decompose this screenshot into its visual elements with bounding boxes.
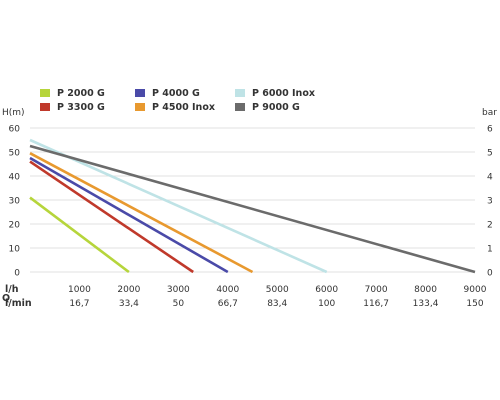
legend-label-1: P 3300 G: [57, 102, 105, 113]
left-tick-label-1: 10: [9, 245, 21, 255]
x-row1-tick-7: 8000: [414, 285, 437, 295]
legend-swatch-3: [135, 103, 145, 111]
x-row2-tick-1: 33,4: [119, 299, 139, 309]
series-line-p-6000-inox: [29, 138, 328, 274]
right-tick-label-5: 5: [487, 149, 493, 159]
right-tick-label-1: 1: [487, 245, 493, 255]
left-tick-label-2: 20: [9, 221, 21, 231]
x-row2-tick-4: 83,4: [267, 299, 287, 309]
x-row2-tick-6: 116,7: [363, 299, 389, 309]
legend-swatch-2: [135, 89, 145, 97]
x-row1-tick-4: 5000: [266, 285, 289, 295]
left-tick-label-4: 40: [9, 173, 21, 183]
x-row2-tick-2: 50: [173, 299, 185, 309]
x-row1-tick-5: 6000: [315, 285, 338, 295]
right-axis-title: bar: [482, 108, 497, 118]
x-row1-tick-6: 7000: [365, 285, 388, 295]
x-axis-side-label: Q: [2, 293, 10, 304]
right-tick-label-4: 4: [487, 173, 493, 183]
legend-swatch-1: [40, 103, 50, 111]
series-line-p-2000-g: [29, 196, 130, 274]
right-tick-label-0: 0: [487, 269, 493, 279]
x-row1-tick-3: 4000: [216, 285, 239, 295]
left-tick-label-3: 30: [9, 197, 21, 207]
x-row2-unit-label: l/min: [5, 298, 32, 309]
legend-swatch-0: [40, 89, 50, 97]
legend-swatch-5: [235, 103, 245, 111]
legend-label-3: P 4500 Inox: [152, 102, 215, 113]
legend-label-4: P 6000 Inox: [252, 88, 315, 99]
x-row2-tick-0: 16,7: [69, 299, 89, 309]
x-row2-tick-8: 150: [466, 299, 483, 309]
x-row1-tick-2: 3000: [167, 285, 190, 295]
left-tick-label-0: 0: [14, 269, 20, 279]
left-tick-label-6: 60: [9, 125, 21, 135]
right-tick-label-3: 3: [487, 197, 493, 207]
x-row2-tick-5: 100: [318, 299, 335, 309]
x-row1-unit-label: l/h: [5, 284, 19, 295]
right-tick-label-6: 6: [487, 125, 493, 135]
x-row1-tick-0: 1000: [68, 285, 91, 295]
series-line-p-4000-g: [29, 156, 229, 274]
series-line-p-4500-inox: [29, 152, 254, 274]
left-tick-label-5: 50: [9, 149, 21, 159]
x-row2-tick-7: 133,4: [413, 299, 439, 309]
x-row1-tick-1: 2000: [117, 285, 140, 295]
legend-swatch-4: [235, 89, 245, 97]
x-row2-tick-3: 66,7: [218, 299, 238, 309]
legend-label-0: P 2000 G: [57, 88, 105, 99]
x-row1-tick-8: 9000: [464, 285, 487, 295]
left-axis-title: H(m): [2, 108, 25, 118]
right-tick-label-2: 2: [487, 221, 493, 231]
series-line-p-9000-g: [29, 144, 476, 274]
legend-label-2: P 4000 G: [152, 88, 200, 99]
legend-label-5: P 9000 G: [252, 102, 300, 113]
series-line-p-3300-g: [29, 160, 194, 274]
